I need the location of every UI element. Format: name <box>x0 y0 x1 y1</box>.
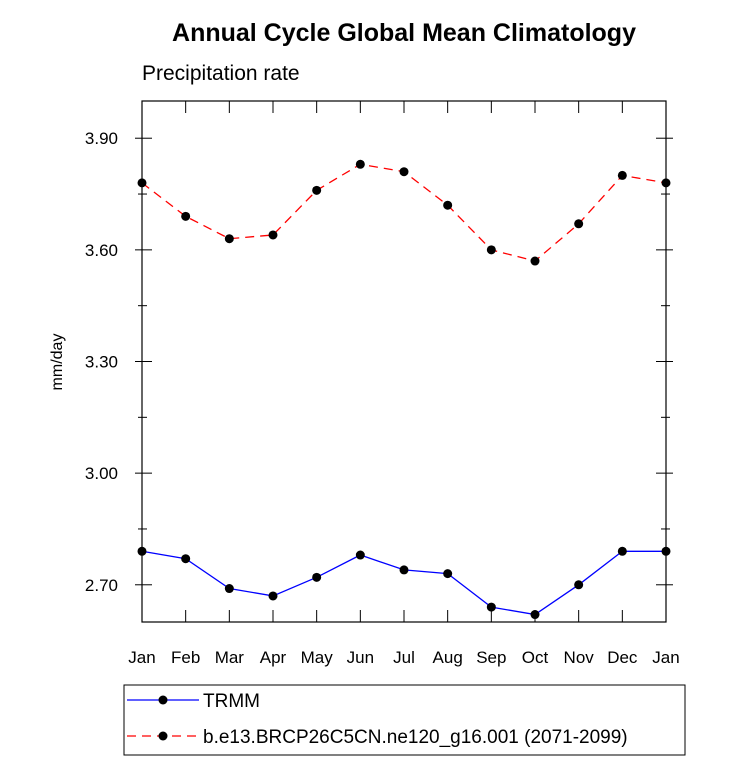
series-0-point <box>268 591 278 601</box>
series-0-point <box>574 580 584 590</box>
series-1-point <box>181 211 191 221</box>
legend-label-trmm: TRMM <box>203 691 260 712</box>
plot-frame <box>141 100 667 623</box>
series-0-point <box>486 602 496 612</box>
x-tick-label: Sep <box>476 648 506 667</box>
series-1-point <box>312 185 322 195</box>
x-tick-label: Aug <box>433 648 463 667</box>
series-1-point <box>399 167 409 177</box>
series-0-point <box>312 572 322 582</box>
series-0-point <box>443 569 453 579</box>
series-1-point <box>574 219 584 229</box>
series-layer <box>137 159 671 620</box>
series-0-point <box>137 546 147 556</box>
series-1-point <box>268 230 278 240</box>
legend-label-model: b.e13.BRCP26C5CN.ne120_g16.001 (2071-209… <box>203 727 628 748</box>
series-0-point <box>224 584 234 594</box>
x-tick-label: Jun <box>347 648 374 667</box>
x-tick-label: Jan <box>128 648 155 667</box>
x-tick-label: May <box>301 648 334 667</box>
series-1-point <box>224 234 234 244</box>
x-tick-label: Dec <box>607 648 638 667</box>
series-0-point <box>399 565 409 575</box>
series-1-point <box>443 200 453 210</box>
x-tick-label: Jul <box>393 648 415 667</box>
series-1-point <box>137 178 147 188</box>
y-tick-label: 3.00 <box>85 464 118 483</box>
axis-tick-labels: Jan Feb Mar Apr May Jun Jul Aug Sep Oct Nov Dec Jan 2… <box>85 129 680 667</box>
legend: TRMM b.e13.BRCP26C5CN.ne120_g16.001 (207… <box>123 684 686 756</box>
series-0-point <box>661 546 671 556</box>
x-tick-label: Feb <box>171 648 200 667</box>
series-0-point <box>617 546 627 556</box>
y-tick-label: 3.90 <box>85 129 118 148</box>
y-tick-label: 3.60 <box>85 241 118 260</box>
y-tick-label: 2.70 <box>85 576 118 595</box>
series-0-point <box>181 554 191 564</box>
series-line-0 <box>141 550 666 616</box>
series-1-point <box>661 178 671 188</box>
series-line-1 <box>141 163 667 262</box>
series-0-point <box>530 610 540 620</box>
series-1-point <box>530 256 540 266</box>
series-0-point <box>355 550 365 560</box>
x-tick-label: Nov <box>564 648 595 667</box>
y-tick-label: 3.30 <box>85 353 118 372</box>
legend-marker-model <box>158 731 168 741</box>
y-axis-label: mm/day <box>49 334 66 391</box>
legend-box <box>123 684 686 756</box>
x-tick-label: Jan <box>652 648 679 667</box>
chart-subtitle: Precipitation rate <box>142 62 300 85</box>
series-1-point <box>355 159 365 169</box>
x-tick-label: Apr <box>260 648 287 667</box>
axis-ticks <box>135 101 673 622</box>
x-tick-label: Oct <box>522 648 549 667</box>
x-tick-label: Mar <box>215 648 245 667</box>
series-1-point <box>486 245 496 255</box>
series-1-point <box>617 170 627 180</box>
chart-title: Annual Cycle Global Mean Climatology <box>172 19 636 47</box>
legend-marker-trmm <box>158 695 168 705</box>
